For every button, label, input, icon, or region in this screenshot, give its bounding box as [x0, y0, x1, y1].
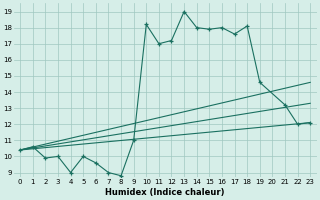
X-axis label: Humidex (Indice chaleur): Humidex (Indice chaleur) — [106, 188, 225, 197]
